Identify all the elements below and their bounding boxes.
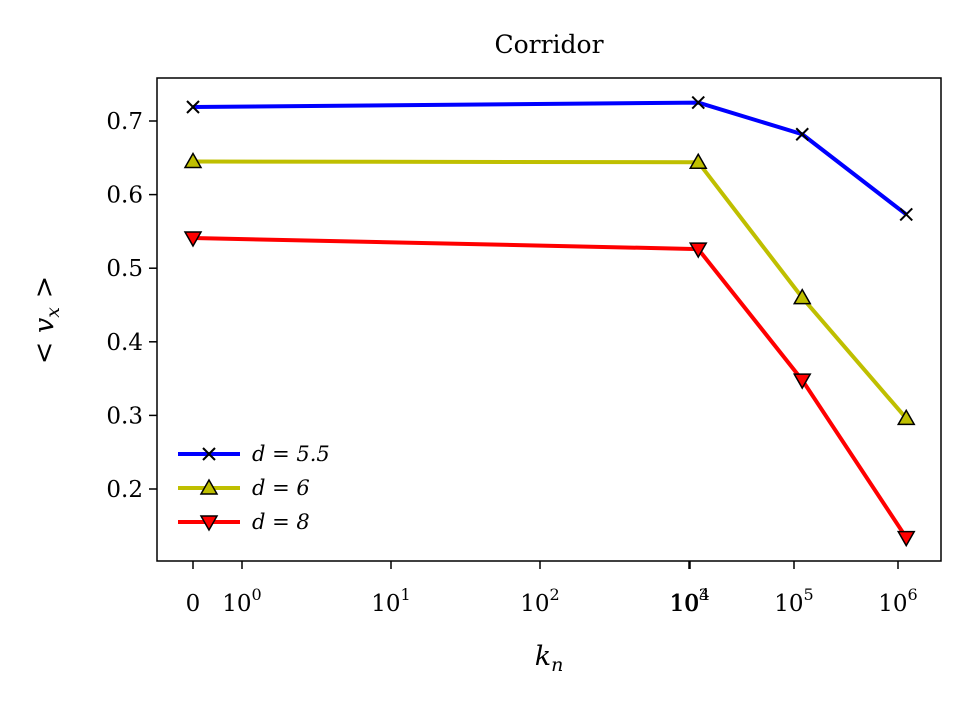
legend-item: d = 8 [178, 510, 310, 534]
legend-label: d = 5.5 [252, 442, 330, 466]
data-point [186, 100, 200, 114]
data-point [691, 95, 705, 110]
y-tick-label: 0.4 [106, 330, 143, 356]
x-tick-label: 102 [520, 585, 559, 617]
data-point [792, 373, 812, 390]
series-layer [183, 95, 916, 548]
y-tick-label: 0.5 [106, 256, 143, 282]
plot-area [156, 77, 942, 562]
legend-label: d = 8 [252, 510, 310, 534]
data-point [688, 242, 708, 259]
x-tick-label: 105 [774, 585, 813, 617]
plot-frame [156, 77, 942, 562]
data-point [183, 151, 203, 169]
legend-marker [199, 478, 219, 495]
series-2 [183, 151, 916, 426]
legend-item: d = 5.5 [178, 442, 330, 466]
data-point [183, 231, 203, 248]
series-line [192, 159, 908, 420]
data-point [688, 152, 708, 169]
legend-label: d = 6 [252, 476, 310, 500]
chart-title: Corridor [494, 30, 603, 59]
x-tick-label: 104 [670, 585, 709, 617]
series-line [192, 100, 908, 217]
x-tick-label: 0 [186, 591, 201, 617]
y-tick-label: 0.3 [106, 403, 143, 429]
data-point [896, 530, 916, 548]
y-axis-label: < vx > [29, 276, 64, 364]
x-tick-label: 103 [669, 585, 708, 617]
legend-item: d = 6 [178, 476, 310, 500]
y-tick-label: 0.2 [106, 477, 143, 503]
x-tick-label: 106 [878, 585, 917, 617]
series-3 [183, 231, 916, 548]
x-axis-label: kn [535, 641, 564, 676]
legend-marker [202, 447, 216, 461]
x-tick-label: 100 [222, 585, 261, 617]
legend: d = 5.5 d = 6 d = 8 [178, 442, 330, 534]
x-tick-label: 101 [371, 585, 410, 617]
y-tick-label: 0.7 [106, 109, 143, 135]
series-1 [186, 95, 913, 222]
data-point [795, 127, 809, 141]
data-point [792, 288, 812, 305]
data-point [896, 408, 916, 426]
data-point [899, 207, 913, 222]
y-axis-ticks: 0.2 0.3 0.4 0.5 0.6 0.7 [106, 109, 157, 503]
y-tick-label: 0.6 [106, 183, 143, 209]
legend-marker [199, 515, 219, 532]
series-line [192, 236, 908, 539]
